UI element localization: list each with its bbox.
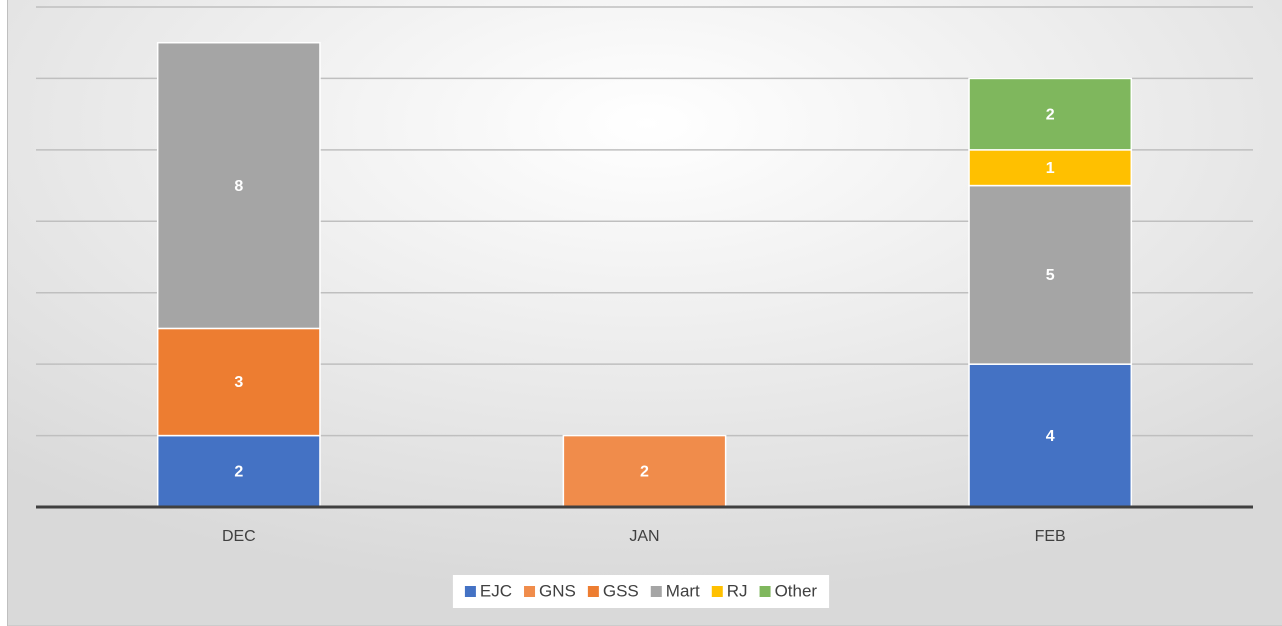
legend-swatch <box>711 586 723 597</box>
legend-label: RJ <box>727 581 748 600</box>
legend-swatch <box>524 586 536 597</box>
bar-segment <box>562 434 727 508</box>
legend-label: Mart <box>666 581 700 600</box>
x-tick-label: FEB <box>1035 528 1066 545</box>
bar-segment <box>968 184 1133 365</box>
legend-label: GSS <box>603 581 639 600</box>
data-label: 2 <box>1046 106 1055 123</box>
bar-segment <box>156 41 321 330</box>
legend: EJC GNS GSS Mart RJ Other <box>452 575 830 608</box>
legend-label: EJC <box>480 581 512 600</box>
legend-swatch <box>464 586 476 597</box>
data-label: 4 <box>1046 428 1055 445</box>
legend-swatch <box>759 586 771 597</box>
data-label: 2 <box>640 464 649 481</box>
data-label: 1 <box>1046 160 1055 177</box>
bar-segment <box>968 363 1133 508</box>
legend-swatch <box>650 586 662 597</box>
bar-segment <box>156 434 321 508</box>
data-label: 8 <box>234 178 243 195</box>
x-tick-label: JAN <box>629 528 659 545</box>
legend-label: GNS <box>539 581 576 600</box>
bar-segment <box>156 327 321 437</box>
data-label: 5 <box>1046 267 1055 284</box>
data-label: 2 <box>234 464 243 481</box>
x-tick-label: DEC <box>222 528 256 545</box>
legend-swatch <box>587 586 599 597</box>
legend-label: Other <box>775 581 818 600</box>
data-label: 3 <box>234 374 243 391</box>
bar-segment <box>968 149 1133 187</box>
bar-segment <box>968 77 1133 151</box>
